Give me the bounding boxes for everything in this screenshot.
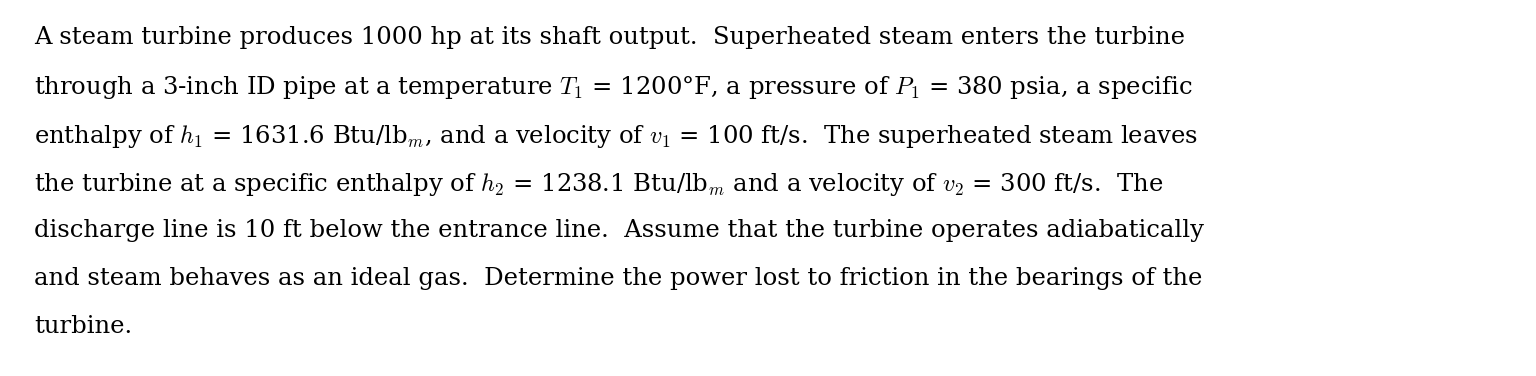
Text: discharge line is 10 ft below the entrance line.  Assume that the turbine operat: discharge line is 10 ft below the entran…	[34, 219, 1204, 242]
Text: and steam behaves as an ideal gas.  Determine the power lost to friction in the : and steam behaves as an ideal gas. Deter…	[34, 267, 1203, 290]
Text: turbine.: turbine.	[34, 315, 132, 338]
Text: A steam turbine produces 1000 hp at its shaft output.  Superheated steam enters : A steam turbine produces 1000 hp at its …	[34, 26, 1184, 49]
Text: the turbine at a specific enthalpy of $h_2$ = 1238.1 Btu/lb$_m$ and a velocity o: the turbine at a specific enthalpy of $h…	[34, 171, 1163, 198]
Text: through a 3-inch ID pipe at a temperature $T_1$ = 1200°F, a pressure of $P_1$ = : through a 3-inch ID pipe at a temperatur…	[34, 74, 1192, 102]
Text: enthalpy of $h_1$ = 1631.6 Btu/lb$_m$, and a velocity of $v_1$ = 100 ft/s.  The : enthalpy of $h_1$ = 1631.6 Btu/lb$_m$, a…	[34, 123, 1198, 150]
